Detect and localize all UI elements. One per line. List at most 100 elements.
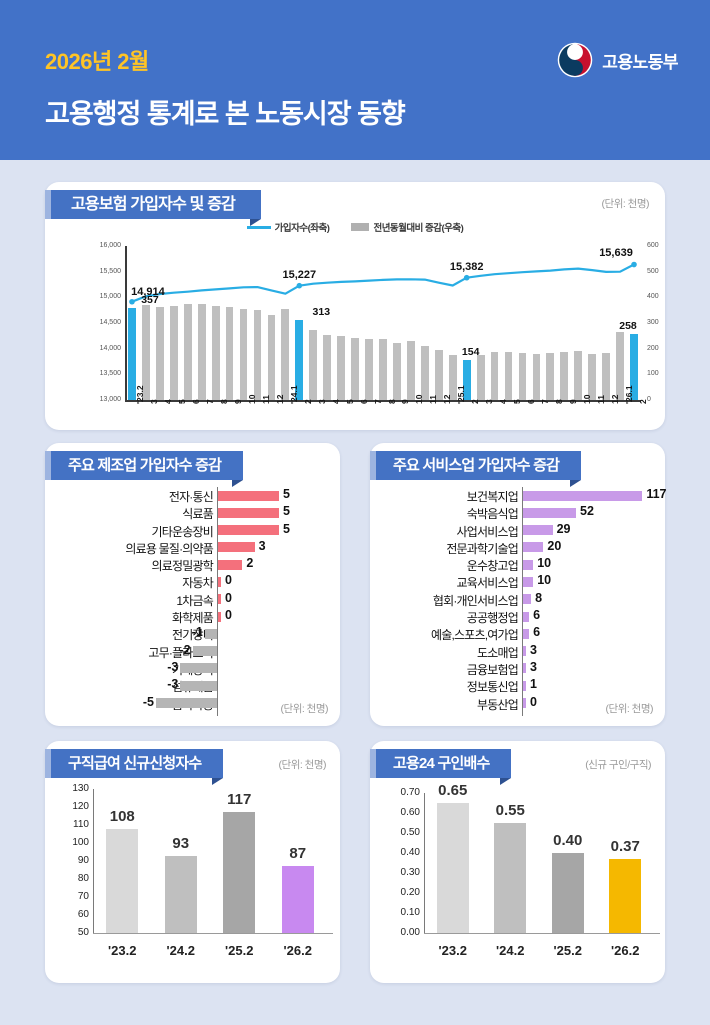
y-axis-tick-left: 15,000 — [99, 293, 121, 301]
bar-value-label: 87 — [289, 845, 307, 863]
x-axis-tick: 6 — [525, 399, 536, 404]
bar-yoy — [239, 309, 248, 400]
bar-value-label: -3 — [167, 659, 179, 674]
bar-value-label: 0 — [225, 573, 232, 588]
callout-subscribers: 15,639 — [599, 246, 633, 259]
bar-row: 고무·플라스틱 -2 — [45, 643, 340, 660]
y-axis-tick: 0.70 — [400, 787, 420, 798]
unit-label-employment-insurance: (단위: 천명) — [601, 198, 650, 210]
bar-row: 보건복지업 117 — [370, 487, 667, 504]
x-axis-tick: '23.2 — [135, 385, 146, 404]
bar-segment — [204, 628, 217, 639]
bar-value-label: -1 — [191, 625, 203, 640]
y-axis-tick-right: 300 — [647, 319, 659, 326]
bar-row: 운수창고업 10 — [370, 556, 665, 573]
bar-yoy — [518, 353, 527, 400]
bar-category-label: 정보통신업 — [466, 680, 519, 695]
bar-value-label: 20 — [547, 538, 562, 553]
bar-value-label: 93 — [172, 834, 190, 852]
chart-plot-ratio: 0.00 0.10 0.20 0.30 0.40 0.50 0.60 0.70 0.65 '23.… — [370, 741, 665, 983]
bar-value-label: 3 — [530, 659, 537, 674]
bar-segment — [218, 576, 221, 587]
bar-column — [164, 855, 197, 933]
value-axis-line — [522, 487, 523, 716]
bar-yoy — [197, 304, 206, 400]
bar-yoy — [267, 315, 276, 400]
bar-row: 협회·개인서비스업 8 — [370, 591, 665, 608]
x-axis-tick: 8 — [219, 399, 230, 404]
x-axis-tick: '24.2 — [166, 943, 195, 958]
bar-category-label: 도소매업 — [477, 645, 519, 660]
y-axis-tick: 0.60 — [400, 807, 420, 818]
bar-yoy — [281, 308, 290, 400]
bar-segment — [218, 525, 279, 536]
bar-yoy — [183, 304, 192, 400]
y-axis-tick: 0.20 — [400, 887, 420, 898]
bar-value-label: 29 — [556, 521, 571, 536]
bar-value-label: 0 — [225, 608, 232, 623]
bar-value-label: 117 — [227, 791, 252, 809]
bar-segment — [218, 594, 221, 605]
x-axis-tick: 3 — [484, 399, 495, 404]
bar-segment — [192, 646, 217, 657]
y-axis-tick: 50 — [77, 927, 89, 938]
bar-row: 도소매업 3 — [370, 643, 665, 660]
x-axis-tick: 4 — [163, 399, 174, 404]
card-title-manufacturing: 주요 제조업 가입자수 증감 — [45, 451, 244, 487]
bar-segment — [523, 542, 544, 553]
bar-value-label: 5 — [283, 521, 290, 536]
x-axis-line — [424, 933, 660, 934]
x-axis-tick: 2 — [470, 399, 481, 404]
x-axis-tick: 3 — [149, 399, 160, 404]
bar-value-label: -2 — [179, 642, 191, 657]
bar-segment — [523, 628, 530, 639]
x-axis-tick: 4 — [498, 399, 509, 404]
callout-yoy-change: 258 — [619, 319, 637, 332]
bar-yoy — [448, 355, 457, 400]
bar-category-label: 부동산업 — [477, 697, 519, 712]
x-axis-tick: '23.2 — [438, 943, 467, 958]
bar-yoy — [546, 353, 555, 400]
y-axis-tick: 0.30 — [400, 867, 420, 878]
y-axis-tick-right: 200 — [647, 344, 659, 352]
y-axis-tick: 110 — [73, 819, 89, 830]
x-axis-tick: 12 — [609, 394, 620, 404]
page-header: 2026년 2월 고용행정 통계로 본 노동시장 동향 고용노동부 — [0, 0, 710, 160]
card-title-service: 주요 서비스업 가입자수 증감 — [370, 451, 582, 487]
taegeuk-logo-icon — [557, 42, 593, 78]
bar-yoy — [406, 341, 415, 400]
bar-category-label: 공공행정업 — [466, 611, 519, 626]
bar-highlight — [462, 360, 471, 400]
bar-yoy — [351, 337, 359, 400]
bar-highlight — [128, 308, 136, 400]
x-axis-tick: 12 — [442, 394, 453, 404]
bar-value-label: 5 — [283, 504, 290, 519]
y-axis-tick: 70 — [77, 891, 89, 902]
y-axis-tick: 0.50 — [400, 827, 420, 838]
y-axis-tick: 0.00 — [400, 927, 420, 938]
legend-item-subscribers: 가입자수(좌축) — [246, 220, 330, 234]
bar-row: 사업서비스업 29 — [370, 522, 665, 539]
bar-value-label: 6 — [533, 625, 541, 640]
bar-row: 자동차 0 — [45, 573, 340, 590]
bar-category-label: 숙박음식업 — [466, 507, 519, 522]
bar-row: 숙박음식업 52 — [370, 504, 665, 521]
callout-subscribers: 14,914 — [131, 285, 165, 298]
value-axis-line — [217, 487, 218, 716]
unit-label-manufacturing: (단위: 천명) — [280, 703, 329, 715]
bar-row: 전자·통신 5 — [45, 487, 340, 504]
bar-row: 전문과학기술업 20 — [370, 539, 665, 556]
bar-highlight — [295, 319, 304, 400]
bar-category-label: 식료품 — [182, 507, 214, 522]
bar-yoy — [253, 310, 262, 400]
chart-legend-employment-insurance: 가입자수(좌축) 전년동월대비 증감(우축) — [45, 220, 665, 234]
bar-category-label: 1차금속 — [176, 593, 213, 608]
x-axis-tick: 10 — [581, 394, 592, 404]
bar-category-label: 의료용 물질·의약품 — [125, 541, 213, 556]
x-axis-tick: 5 — [512, 399, 522, 404]
chart-plot-service: 보건복지업 117 숙박음식업 52 사업서비스업 29 전문과학기술업 20 운수창고업 10 교… — [370, 487, 667, 716]
y-axis-tick-right: 600 — [647, 242, 659, 249]
y-axis-tick-left: 13,500 — [99, 370, 121, 378]
bar-value-label: 0 — [530, 694, 537, 709]
ministry-name: 고용노동부 — [602, 52, 678, 72]
